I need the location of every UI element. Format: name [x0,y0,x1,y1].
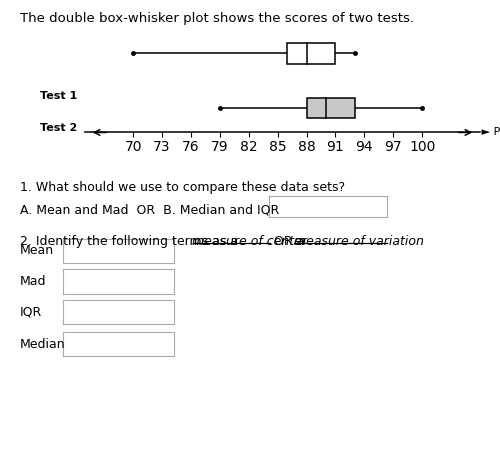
Text: OR a: OR a [270,235,308,248]
Text: Test 2: Test 2 [40,123,78,133]
Text: Median: Median [20,337,66,351]
Text: Mean: Mean [20,244,54,258]
Text: IQR: IQR [20,306,42,319]
Text: Test 1: Test 1 [40,91,78,102]
Text: 2. Identify the following terms as a: 2. Identify the following terms as a [20,235,242,248]
Bar [306,98,355,118]
Text: A. Mean and Mad  OR  B. Median and IQR: A. Mean and Mad OR B. Median and IQR [20,204,279,217]
Text: ► Percent: ► Percent [478,127,500,137]
Text: The double box-whisker plot shows the scores of two tests.: The double box-whisker plot shows the sc… [20,12,414,25]
Text: 1. What should we use to compare these data sets?: 1. What should we use to compare these d… [20,181,345,194]
Bar [288,43,336,64]
Text: Mad: Mad [20,275,46,288]
Text: measure of center: measure of center [192,235,308,248]
Text: measure of variation: measure of variation [294,235,424,248]
